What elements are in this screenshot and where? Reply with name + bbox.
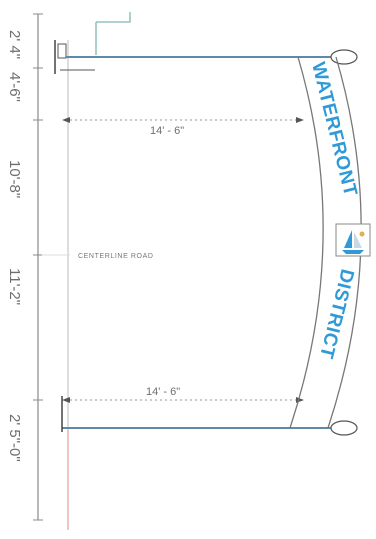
bottom-finial bbox=[330, 420, 358, 436]
arrow-head bbox=[296, 397, 304, 403]
arrow-head bbox=[296, 117, 304, 123]
top-mount-block bbox=[57, 43, 67, 59]
sailboat-icon bbox=[335, 223, 371, 257]
top-finial bbox=[330, 49, 358, 65]
centerline-label: CENTERLINE ROAD bbox=[78, 253, 154, 260]
dim-label-3: 10'-8" bbox=[6, 160, 23, 198]
dim-label-2: 4'-6" bbox=[6, 72, 23, 102]
dim-label-5: 2' 5"-0" bbox=[6, 414, 23, 462]
arrow-head bbox=[62, 117, 70, 123]
bottom-width-label: 14' - 6" bbox=[146, 386, 180, 398]
top-width-label: 14' - 6" bbox=[150, 125, 184, 137]
banner-inner-edge bbox=[289, 56, 324, 429]
dim-label-4: 11'-2" bbox=[6, 268, 23, 305]
top-bracket bbox=[96, 12, 131, 23]
arrow-head bbox=[62, 397, 70, 403]
dim-label-1: 2' 4" bbox=[6, 30, 23, 59]
